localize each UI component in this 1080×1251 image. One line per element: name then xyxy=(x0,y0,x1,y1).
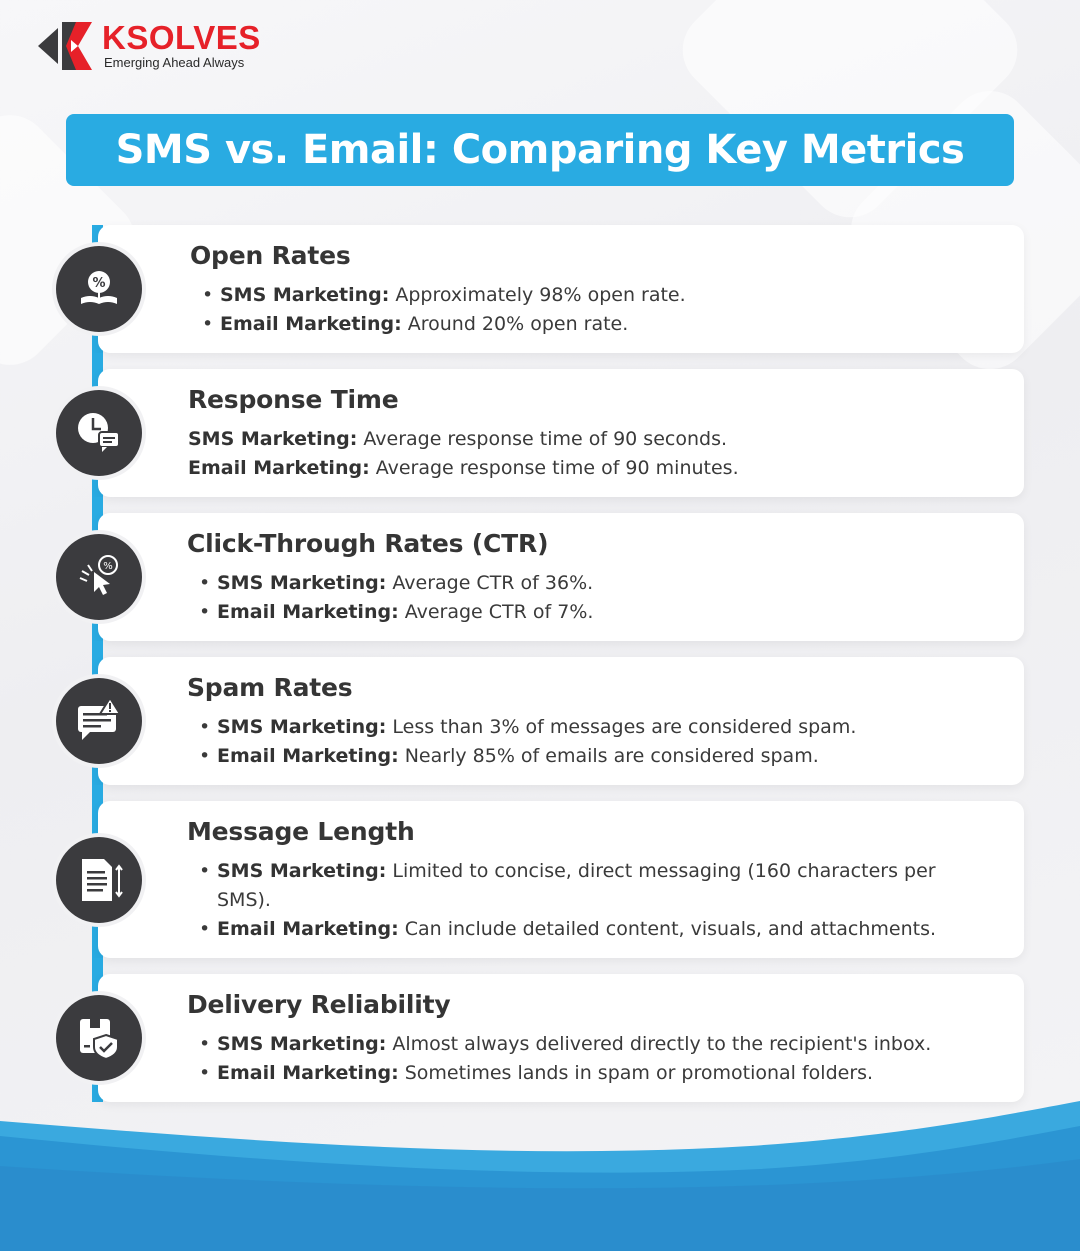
spam-warning-icon xyxy=(56,678,142,764)
metric-detail-item: Email Marketing: Nearly 85% of emails ar… xyxy=(197,742,974,771)
open-rate-icon: % xyxy=(56,246,142,332)
channel-label: SMS Marketing: xyxy=(217,1033,387,1055)
metric-row: Message Length SMS Marketing: Limited to … xyxy=(0,785,1080,958)
channel-value: Limited to concise, direct messaging (16… xyxy=(217,860,936,911)
metric-title: Message Length xyxy=(187,817,415,846)
channel-value: Nearly 85% of emails are considered spam… xyxy=(404,745,819,767)
metric-card: Response Time SMS Marketing: Average resp… xyxy=(98,369,1024,497)
metric-details: SMS Marketing: Limited to concise, direc… xyxy=(197,857,974,944)
channel-label: Email Marketing: xyxy=(217,601,399,623)
ksolves-logo-icon xyxy=(38,22,92,70)
metric-detail-item: SMS Marketing: Approximately 98% open ra… xyxy=(200,281,974,310)
channel-label: SMS Marketing: xyxy=(217,572,387,594)
channel-label: SMS Marketing: xyxy=(220,284,390,306)
channel-value: Almost always delivered directly to the … xyxy=(392,1033,932,1055)
channel-label: SMS Marketing: xyxy=(188,428,358,450)
metric-detail-item: Email Marketing: Average response time o… xyxy=(188,454,974,483)
metric-row: Spam Rates SMS Marketing: Less than 3% of… xyxy=(0,641,1080,785)
channel-value: Around 20% open rate. xyxy=(407,313,629,335)
svg-text:%: % xyxy=(92,276,105,291)
metric-row: Delivery Reliability SMS Marketing: Almos… xyxy=(0,958,1080,1102)
metric-title: Response Time xyxy=(188,385,399,414)
metric-detail-item: SMS Marketing: Average CTR of 36%. xyxy=(197,569,974,598)
metric-card: Delivery Reliability SMS Marketing: Almos… xyxy=(98,974,1024,1102)
metric-detail-item: SMS Marketing: Almost always delivered d… xyxy=(197,1030,974,1059)
metric-title: Open Rates xyxy=(190,241,351,270)
metric-row: Click-Through Rates (CTR) SMS Marketing: … xyxy=(0,497,1080,641)
page-title: SMS vs. Email: Comparing Key Metrics xyxy=(115,127,965,173)
channel-value: Average response time of 90 seconds. xyxy=(363,428,728,450)
metric-details: SMS Marketing: Less than 3% of messages … xyxy=(197,713,974,771)
channel-value: Average CTR of 7%. xyxy=(404,601,594,623)
metric-details: SMS Marketing: Approximately 98% open ra… xyxy=(200,281,974,339)
brand-tagline: Emerging Ahead Always xyxy=(104,55,245,70)
channel-label: SMS Marketing: xyxy=(217,860,387,882)
metric-title: Click-Through Rates (CTR) xyxy=(187,529,549,558)
metric-detail-item: Email Marketing: Sometimes lands in spam… xyxy=(197,1059,974,1088)
metric-card: Open Rates SMS Marketing: Approximately 9… xyxy=(98,225,1024,353)
channel-value: Can include detailed content, visuals, a… xyxy=(404,918,937,940)
metric-detail-item: Email Marketing: Around 20% open rate. xyxy=(200,310,974,339)
metric-row: Open Rates SMS Marketing: Approximately 9… xyxy=(0,225,1080,353)
channel-label: Email Marketing: xyxy=(217,1062,399,1084)
channel-label: Email Marketing: xyxy=(188,457,370,479)
brand-name: KSOLVES xyxy=(102,19,261,56)
metric-card: Message Length SMS Marketing: Limited to … xyxy=(98,801,1024,958)
metric-title: Delivery Reliability xyxy=(187,990,451,1019)
metric-detail-item: Email Marketing: Can include detailed co… xyxy=(197,915,974,944)
metric-detail-item: SMS Marketing: Less than 3% of messages … xyxy=(197,713,974,742)
bottom-wave-decoration xyxy=(0,1101,1080,1251)
response-time-icon xyxy=(56,390,142,476)
metric-detail-item: Email Marketing: Average CTR of 7%. xyxy=(197,598,974,627)
metric-details: SMS Marketing: Almost always delivered d… xyxy=(197,1030,974,1088)
channel-value: Sometimes lands in spam or promotional f… xyxy=(404,1062,874,1084)
channel-value: Less than 3% of messages are considered … xyxy=(392,716,857,738)
message-length-icon xyxy=(56,837,142,923)
metric-details: SMS Marketing: Average CTR of 36%.Email … xyxy=(197,569,974,627)
channel-value: Approximately 98% open rate. xyxy=(395,284,686,306)
channel-label: Email Marketing: xyxy=(220,313,402,335)
metric-detail-item: SMS Marketing: Limited to concise, direc… xyxy=(197,857,974,915)
metric-row: Response Time SMS Marketing: Average resp… xyxy=(0,353,1080,497)
channel-label: Email Marketing: xyxy=(217,918,399,940)
click-through-icon: % xyxy=(56,534,142,620)
metric-title: Spam Rates xyxy=(187,673,353,702)
svg-text:%: % xyxy=(103,561,113,572)
ksolves-logo: KSOLVES Emerging Ahead Always xyxy=(38,20,260,72)
metric-details: SMS Marketing: Average response time of … xyxy=(188,425,974,483)
channel-value: Average CTR of 36%. xyxy=(392,572,594,594)
channel-label: SMS Marketing: xyxy=(217,716,387,738)
metric-card: Click-Through Rates (CTR) SMS Marketing: … xyxy=(98,513,1024,641)
metric-card: Spam Rates SMS Marketing: Less than 3% of… xyxy=(98,657,1024,785)
title-banner: SMS vs. Email: Comparing Key Metrics xyxy=(66,114,1014,186)
delivery-shield-icon xyxy=(56,995,142,1081)
channel-label: Email Marketing: xyxy=(217,745,399,767)
channel-value: Average response time of 90 minutes. xyxy=(375,457,739,479)
metric-detail-item: SMS Marketing: Average response time of … xyxy=(188,425,974,454)
